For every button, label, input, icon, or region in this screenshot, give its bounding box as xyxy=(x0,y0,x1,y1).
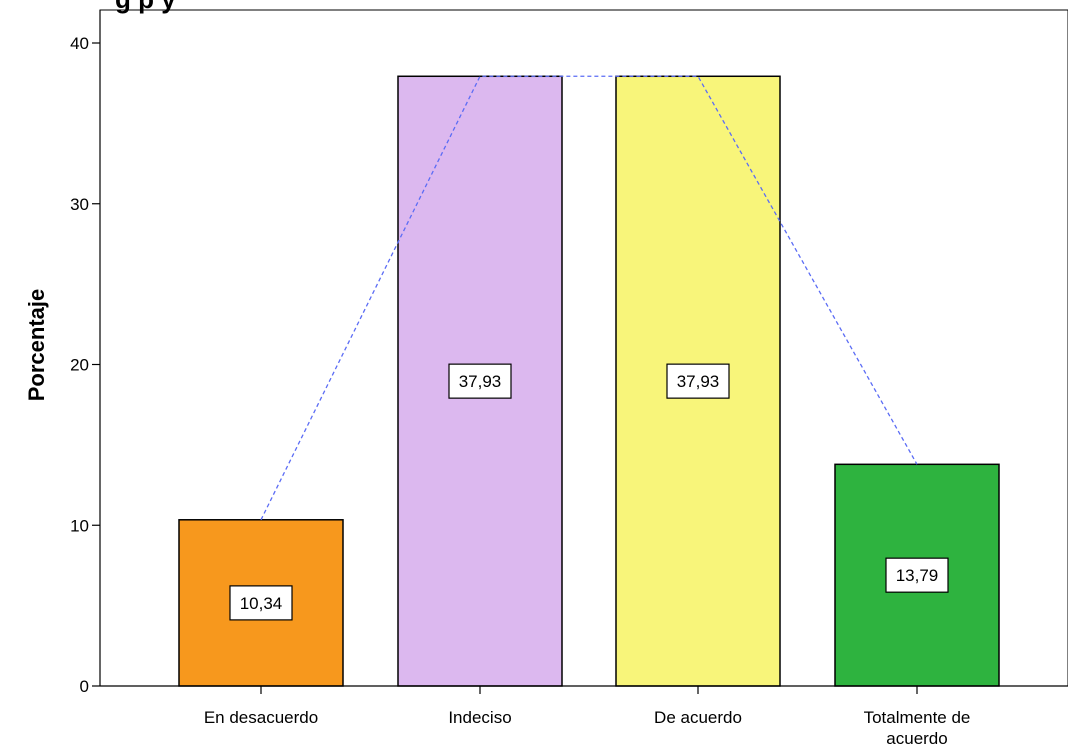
x-tick-label-0: En desacuerdo xyxy=(204,708,318,727)
y-tick-label-0: 0 xyxy=(80,677,89,696)
x-tick-label-1: Indeciso xyxy=(448,708,511,727)
y-tick-label-2: 20 xyxy=(70,356,89,375)
overlay-line-group xyxy=(260,75,918,521)
chart-title: g p y xyxy=(115,0,176,14)
data-label-text-1: 37,93 xyxy=(459,372,502,391)
data-label-box-1 xyxy=(448,363,512,399)
data-label-3: 13,79 xyxy=(885,557,949,593)
data-label-box-0 xyxy=(229,585,293,621)
x-axis: En desacuerdo Indeciso De acuerdo Totalment… xyxy=(100,685,1068,748)
data-label-box-3 xyxy=(885,557,949,593)
data-labels-group: 10,34 37,93 37,93 13,79 xyxy=(229,363,949,621)
overlay-dashed-line xyxy=(260,75,918,521)
y-tick-label-4: 40 xyxy=(70,34,89,53)
y-axis: 0 10 20 30 40 xyxy=(70,10,101,696)
data-label-text-0: 10,34 xyxy=(240,594,283,613)
data-label-text-2: 37,93 xyxy=(677,372,720,391)
bars-group xyxy=(178,75,1000,687)
x-tick-label-3: Totalmente de acuerdo xyxy=(864,708,971,748)
y-axis-label: Porcentaje xyxy=(24,289,49,402)
y-tick-label-1: 10 xyxy=(70,516,89,535)
data-label-1: 37,93 xyxy=(448,363,512,399)
x-tick-label-2: De acuerdo xyxy=(654,708,742,727)
y-tick-label-3: 30 xyxy=(70,195,89,214)
data-label-box-2 xyxy=(666,363,730,399)
data-label-0: 10,34 xyxy=(229,585,293,621)
data-label-text-3: 13,79 xyxy=(896,566,939,585)
data-label-2: 37,93 xyxy=(666,363,730,399)
